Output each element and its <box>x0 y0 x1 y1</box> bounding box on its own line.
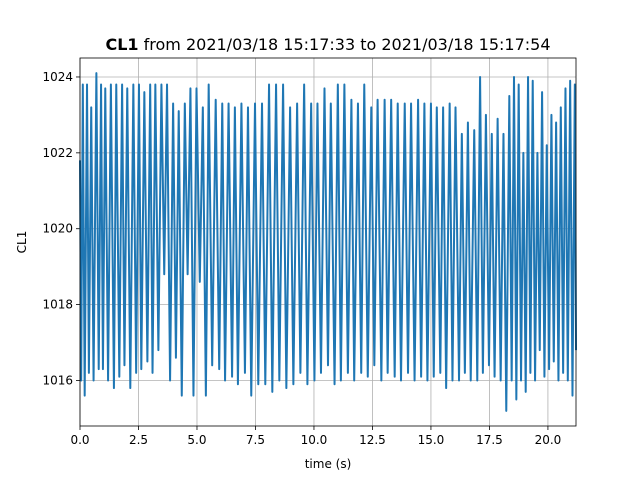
y-axis-label: CL1 <box>15 231 29 254</box>
x-tick-label: 12.5 <box>359 433 386 447</box>
y-tick-label: 1022 <box>42 146 73 160</box>
chart-title-bold: CL1 <box>105 35 138 54</box>
x-axis-label: time (s) <box>305 457 352 471</box>
series-line <box>79 72 577 412</box>
y-tick-label: 1018 <box>42 298 73 312</box>
x-tick-label: 10.0 <box>301 433 328 447</box>
x-tick-label: 15.0 <box>418 433 445 447</box>
y-tick-label: 1016 <box>42 373 73 387</box>
y-tick-label: 1024 <box>42 70 73 84</box>
x-tick-label: 7.5 <box>246 433 265 447</box>
plot-frame <box>79 57 577 427</box>
x-tick-label: 2.5 <box>129 433 148 447</box>
x-tick-label: 5.0 <box>187 433 206 447</box>
x-axis-ticks: 0.0 2.5 5.0 7.5 10.0 12.5 15.0 17.5 20.0 <box>70 426 561 447</box>
chart-title-rest: from 2021/03/18 15:17:33 to 2021/03/18 1… <box>139 35 551 54</box>
chart-title: CL1 from 2021/03/18 15:17:33 to 2021/03/… <box>105 35 550 54</box>
x-tick-label: 17.5 <box>476 433 503 447</box>
y-axis-ticks: 1016 1018 1020 1022 1024 <box>42 70 80 387</box>
x-tick-label: 20.0 <box>535 433 562 447</box>
x-tick-label: 0.0 <box>70 433 89 447</box>
y-tick-label: 1020 <box>42 222 73 236</box>
